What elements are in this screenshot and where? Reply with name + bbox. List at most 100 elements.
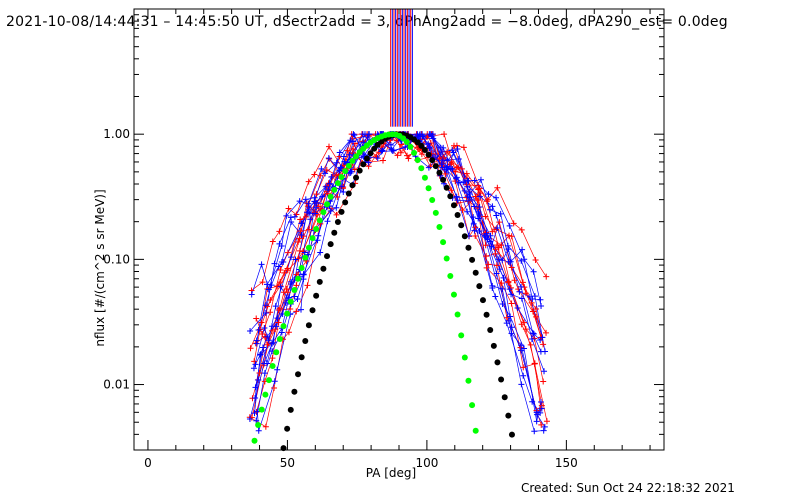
red-marker [397,149,404,156]
blue-marker [508,330,515,337]
red-marker [373,153,380,160]
blue-marker [519,246,526,253]
blue-marker [477,176,484,183]
blue-marker [274,315,281,322]
black-model-point [450,202,457,209]
red-marker [482,242,489,249]
red-marker [293,282,300,289]
red-marker [259,279,266,286]
red-marker [275,319,282,326]
blue-marker [499,301,506,308]
blue-marker [338,183,345,190]
black-model-point [345,190,352,197]
black-model-point [360,161,367,168]
blue-marker [296,198,303,205]
red-marker [267,309,274,316]
black-model-point [342,199,349,206]
red-marker [511,277,518,284]
green-model-point [400,135,407,142]
blue-marker [250,365,257,372]
blue-marker [360,139,367,146]
black-model-point [291,388,298,395]
red-marker [492,246,499,253]
blue-marker [453,193,460,200]
blue-marker [294,295,301,302]
green-model-point [432,209,439,216]
blue-marker [322,183,329,190]
green-model-point [440,239,447,246]
blue-marker [269,340,276,347]
red-marker [271,384,278,391]
blue-marker [248,291,255,298]
green-model-point [421,174,428,181]
blue-marker [319,193,326,200]
red-marker [508,233,515,240]
red-marker [510,220,517,227]
red-marker [472,232,479,239]
axes: 0 50 100 150 0.01 0.10 1.00 [103,9,664,470]
green-model-point [273,349,280,356]
green-model-point [266,377,273,384]
green-model-point [298,265,305,272]
green-model-point [458,332,465,339]
green-model-point [284,310,291,317]
blue-marker [437,144,444,151]
x-axis-label: PA [deg] [365,466,417,480]
green-model-point [465,377,472,384]
black-model-point [421,147,428,154]
red-marker [482,213,489,220]
blue-marker [540,427,547,434]
green-model-point [324,201,331,208]
blue-marker [531,428,538,435]
blue-marker [471,227,478,234]
red-marker [297,228,304,235]
black-model-point [324,253,331,260]
green-model-point [414,156,421,163]
red-marker [496,219,503,226]
blue-marker [471,203,478,210]
red-marker [507,284,514,291]
red-trace [252,133,542,399]
black-model-point [443,184,450,191]
blue-marker [255,427,262,434]
blue-marker [313,204,320,211]
red-marker [505,278,512,285]
red-marker [453,142,460,149]
blue-marker [288,254,295,261]
red-marker [272,326,279,333]
blue-marker [470,214,477,221]
blue-marker [277,283,284,290]
blue-marker [461,187,468,194]
green-model-point [251,437,258,444]
green-model-point [320,209,327,216]
blue-marker [351,132,358,139]
red-marker [448,187,455,194]
red-marker [528,299,535,306]
red-marker [533,305,540,312]
red-marker [460,144,467,151]
blue-marker [325,155,332,162]
black-model-point [483,311,490,318]
green-model-point [411,149,418,156]
blue-marker [275,263,282,270]
blue-marker [537,398,544,405]
blue-marker [443,166,450,173]
red-marker [257,326,264,333]
red-marker [311,171,318,178]
black-model-point [302,337,309,344]
blue-marker [439,164,446,171]
green-model-point [469,402,476,409]
red-marker [484,196,491,203]
blue-marker [305,206,312,213]
blue-marker [487,232,494,239]
green-model-point [349,157,356,164]
blue-marker [518,342,525,349]
blue-marker [516,288,523,295]
red-marker [452,168,459,175]
green-model-point [338,173,345,180]
blue-marker [264,333,271,340]
red-marker [305,178,312,185]
blue-marker [283,212,290,219]
black-model-point [429,157,436,164]
red-marker [379,157,386,164]
